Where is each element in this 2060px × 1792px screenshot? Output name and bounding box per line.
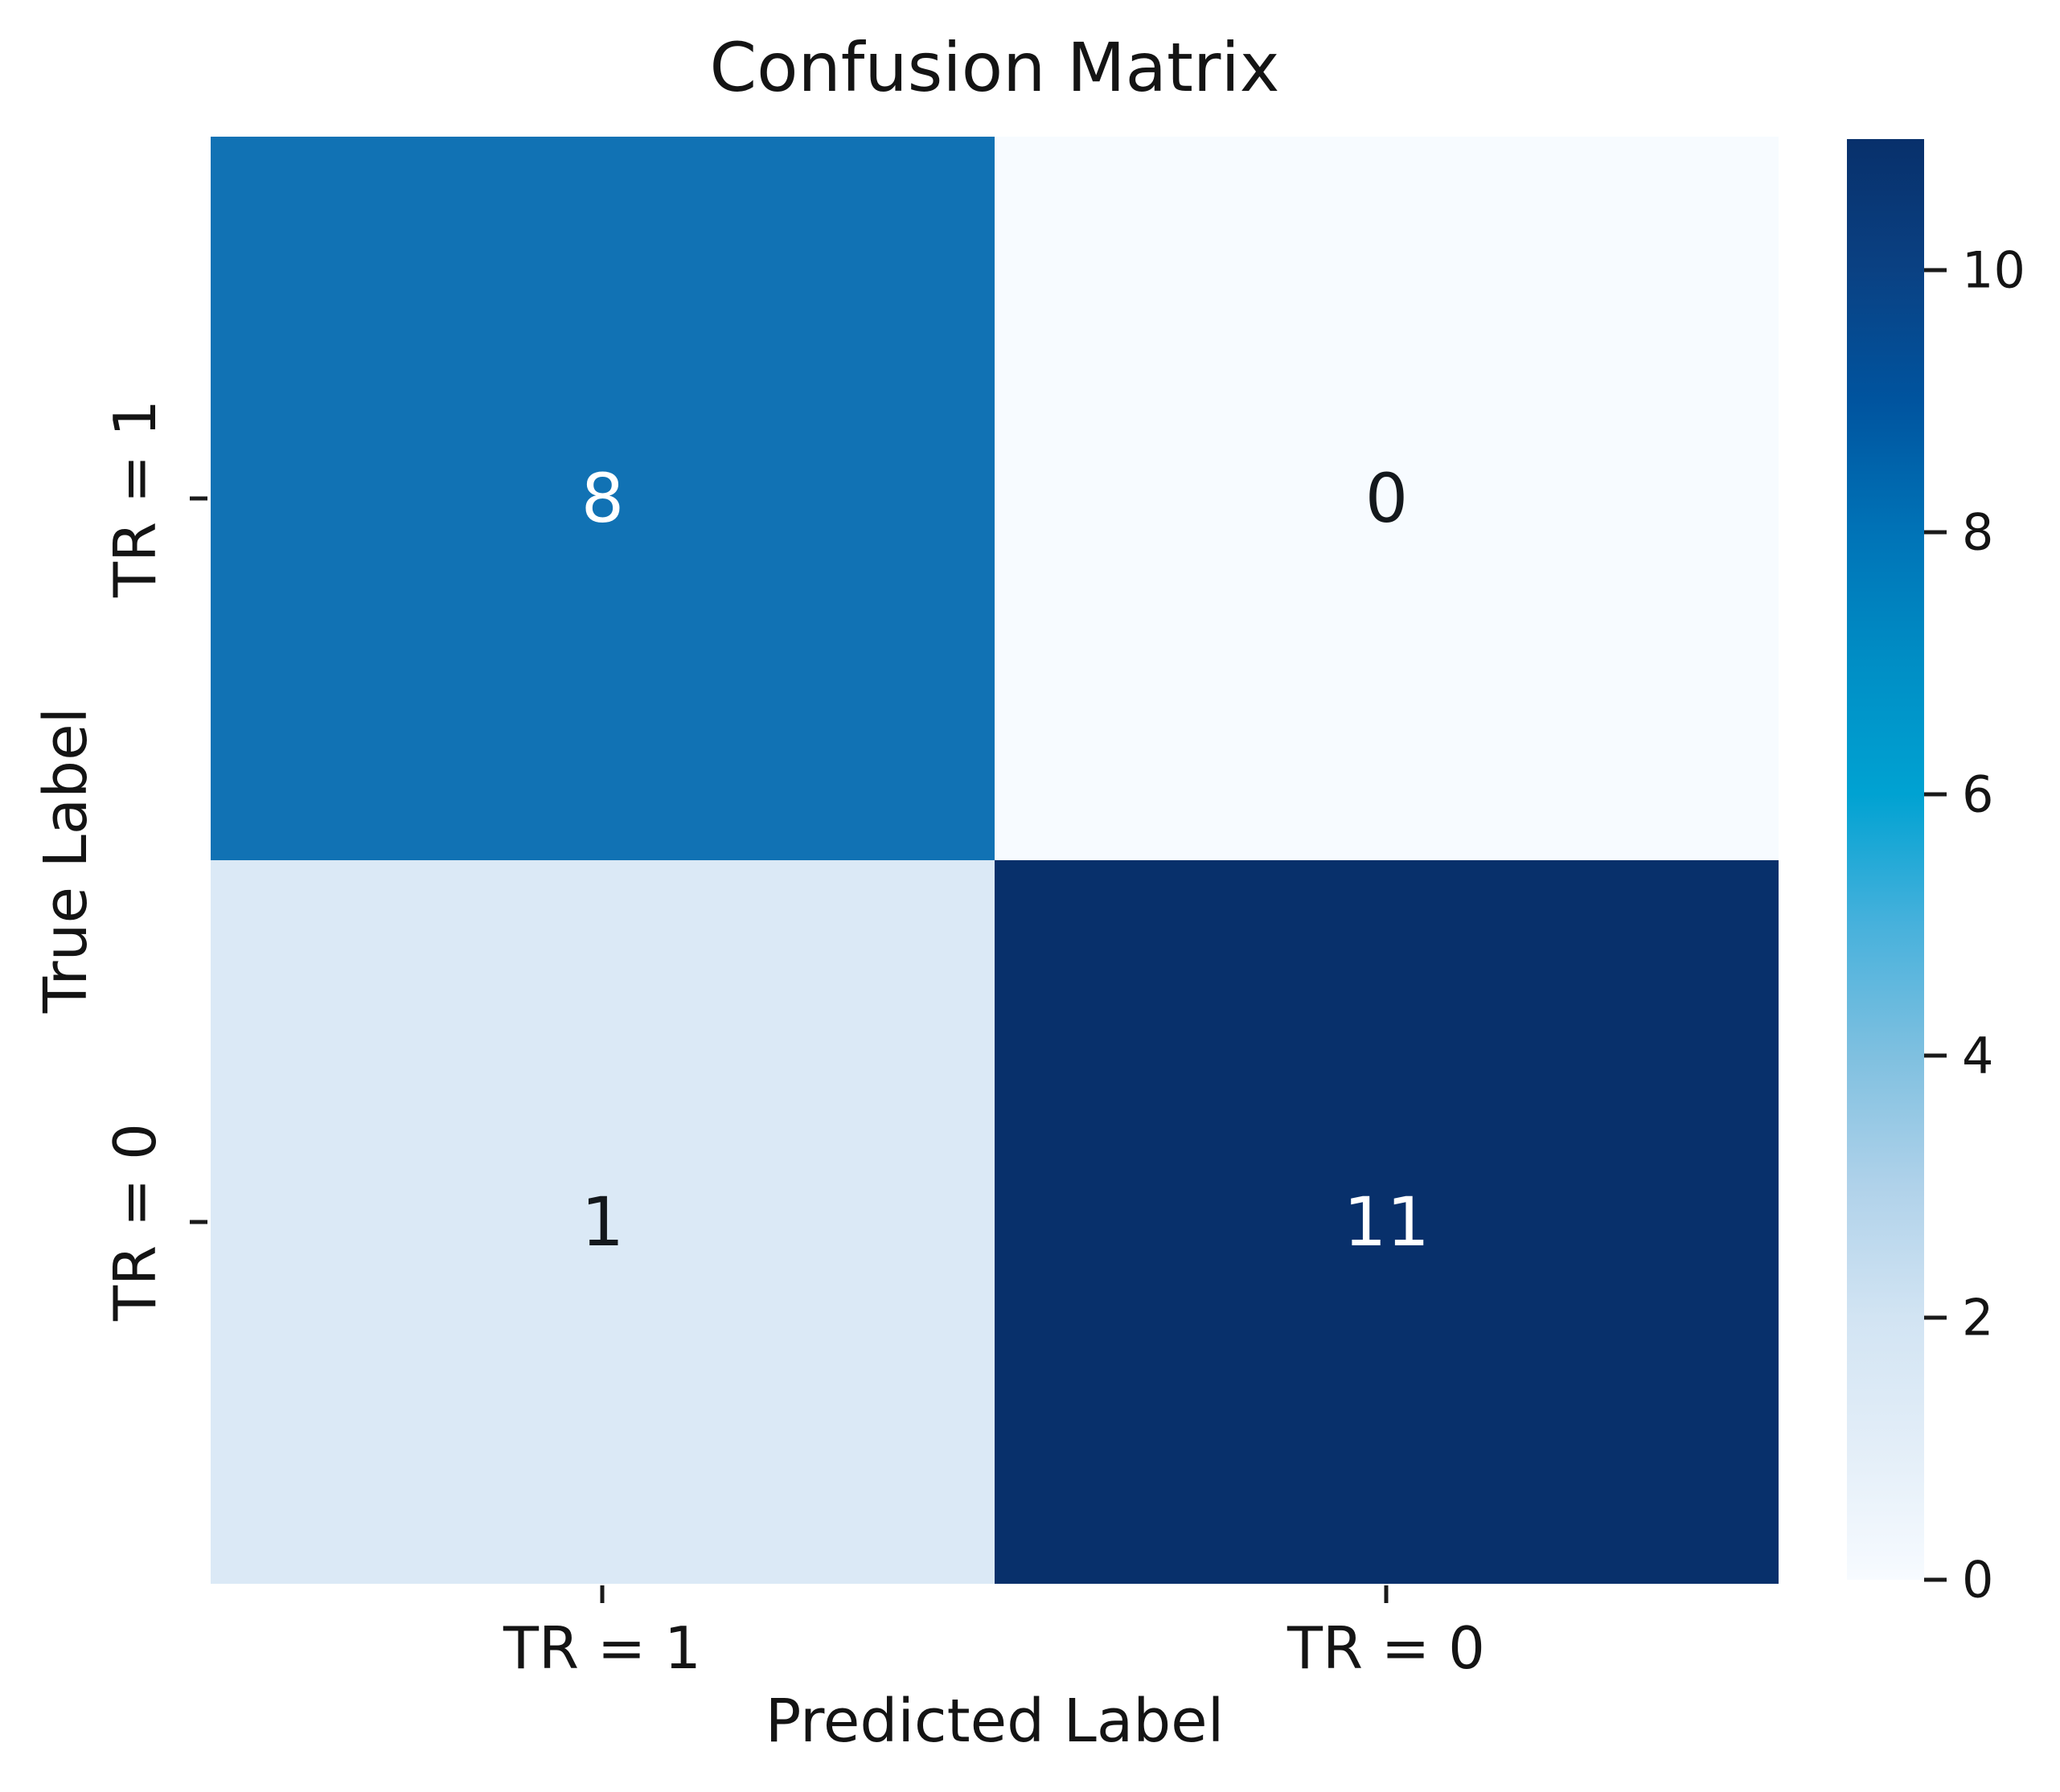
heatmap-cell-true1-pred0: 0 <box>995 137 1779 860</box>
colorbar-gradient <box>1847 139 1924 1580</box>
colorbar-tick-mark <box>1924 792 1947 797</box>
colorbar-tick-label: 6 <box>1962 765 1994 824</box>
cell-value: 1 <box>581 1183 625 1261</box>
heatmap-cell-true0-pred1: 1 <box>211 860 995 1584</box>
heatmap-cell-true1-pred1: 8 <box>211 137 995 860</box>
heatmap-grid: 8 0 1 11 <box>211 137 1779 1584</box>
y-axis-label: True Label <box>31 707 101 1014</box>
colorbar-tick-label: 8 <box>1962 502 1994 562</box>
colorbar-tick-label: 10 <box>1962 240 2025 300</box>
cell-value: 8 <box>581 459 625 538</box>
heatmap-cell-true0-pred0: 11 <box>995 860 1779 1584</box>
x-tick-mark <box>600 1585 605 1603</box>
x-axis-label: Predicted Label <box>765 1687 1225 1756</box>
x-tick-mark <box>1384 1585 1389 1603</box>
x-tick-label-left: TR = 1 <box>503 1614 701 1682</box>
colorbar-tick-mark <box>1924 530 1947 535</box>
colorbar-tick-label: 4 <box>1962 1026 1994 1085</box>
colorbar-tick-mark <box>1924 1577 1947 1582</box>
y-tick-mark <box>190 496 207 501</box>
x-tick-label-right: TR = 0 <box>1287 1614 1485 1682</box>
cell-value: 0 <box>1364 459 1409 538</box>
chart-title: Confusion Matrix <box>709 28 1280 107</box>
colorbar-tick-label: 2 <box>1962 1288 1994 1347</box>
cell-value: 11 <box>1344 1183 1430 1261</box>
y-tick-label-bottom: TR = 0 <box>101 1123 169 1321</box>
colorbar-tick-mark <box>1924 268 1947 273</box>
y-tick-label-top: TR = 1 <box>101 400 169 597</box>
y-tick-mark <box>190 1220 207 1224</box>
colorbar-tick-mark <box>1924 1053 1947 1058</box>
colorbar-tick-mark <box>1924 1315 1947 1320</box>
colorbar-tick-label: 0 <box>1962 1550 1994 1610</box>
